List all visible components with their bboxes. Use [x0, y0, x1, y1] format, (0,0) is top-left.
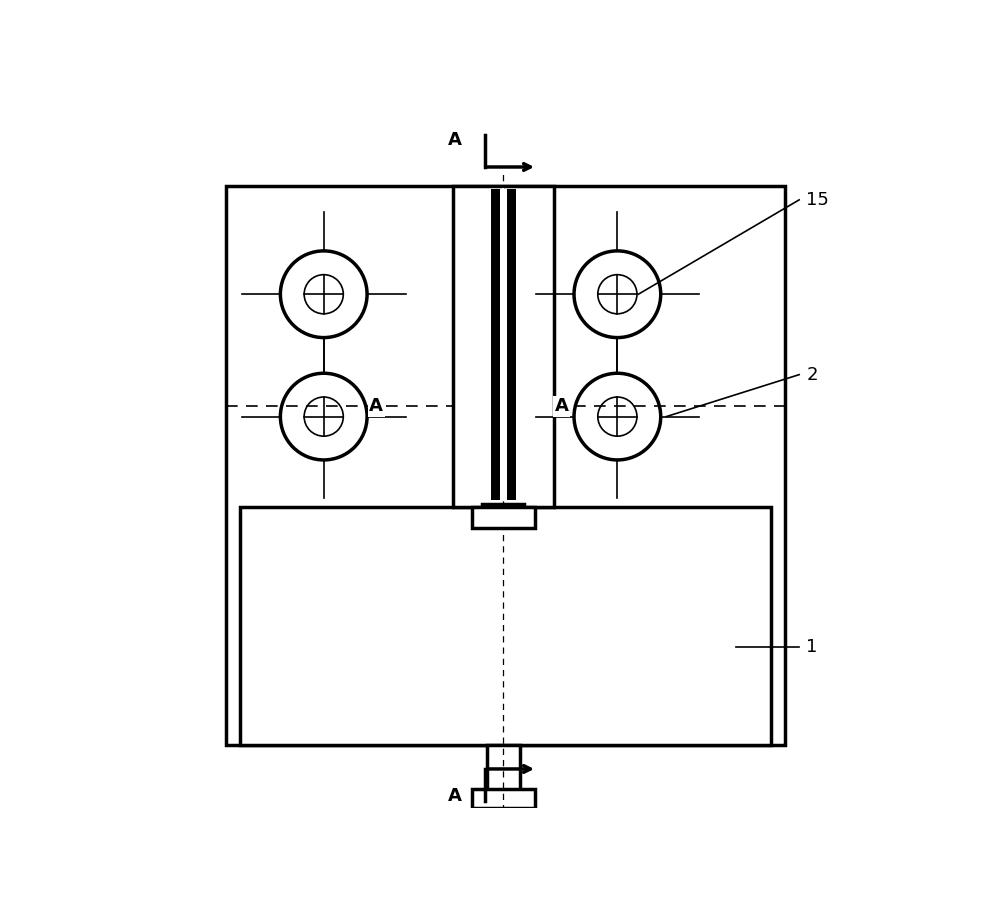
- Circle shape: [280, 251, 367, 338]
- Text: A: A: [369, 397, 383, 415]
- Bar: [240, 508, 771, 745]
- Bar: [453, 186, 554, 508]
- Text: 15: 15: [806, 191, 829, 209]
- Bar: [491, 190, 500, 500]
- Bar: [487, 745, 520, 808]
- Circle shape: [280, 373, 367, 460]
- Circle shape: [574, 373, 661, 460]
- Text: 2: 2: [806, 366, 818, 384]
- Circle shape: [304, 274, 343, 314]
- Text: 1: 1: [806, 638, 818, 656]
- Bar: [472, 788, 535, 808]
- Text: A: A: [555, 397, 568, 415]
- Circle shape: [598, 274, 637, 314]
- Bar: [507, 190, 516, 500]
- Circle shape: [304, 397, 343, 436]
- Bar: [482, 504, 524, 520]
- Bar: [500, 190, 507, 500]
- Text: A: A: [448, 786, 461, 804]
- Text: A: A: [448, 132, 461, 150]
- Bar: [472, 508, 535, 528]
- Circle shape: [574, 251, 661, 338]
- Circle shape: [598, 397, 637, 436]
- Bar: [226, 186, 785, 745]
